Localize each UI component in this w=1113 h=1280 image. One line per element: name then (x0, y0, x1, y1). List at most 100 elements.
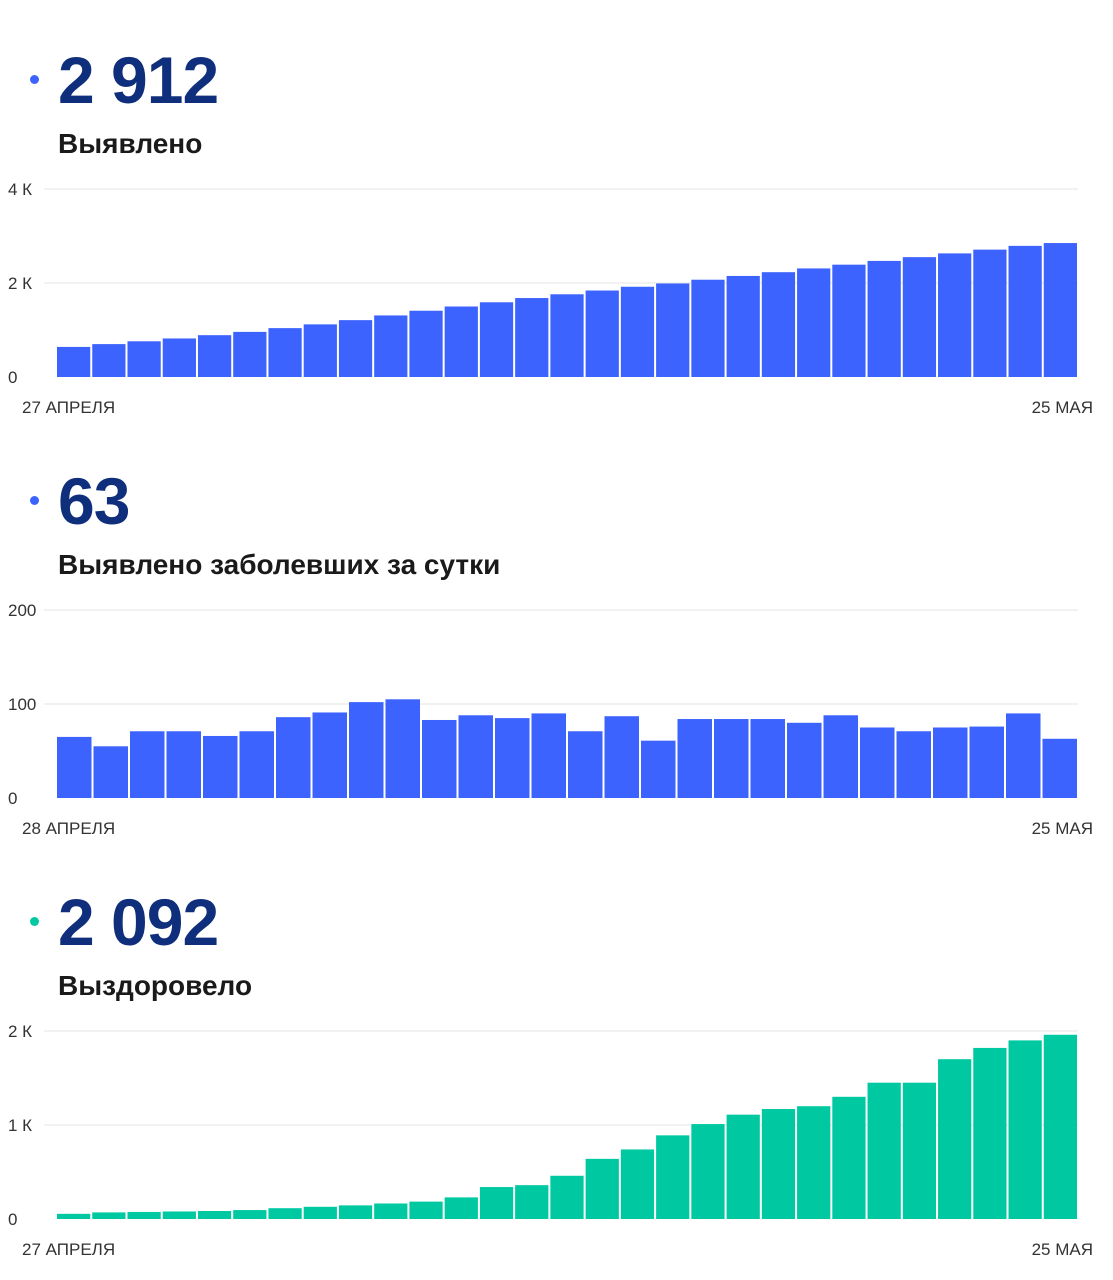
bar-chart: 0 1 К 2 К 27 АПРЕЛЯ 25 МАЯ (8, 1022, 1093, 1259)
y-tick-label: 200 (8, 601, 36, 620)
bar-chart: 0 100 200 28 АПРЕЛЯ 25 МАЯ (8, 601, 1093, 838)
bar (973, 1047, 1007, 1219)
bar (57, 1213, 91, 1219)
bar (515, 1185, 549, 1219)
bar (797, 268, 831, 377)
bar (832, 264, 866, 377)
bar (1042, 738, 1077, 798)
bar (233, 1210, 267, 1219)
headline-number: 2 912 (58, 43, 219, 117)
chart-title: Выявлено заболевших за сутки (58, 549, 501, 580)
bar (726, 1114, 760, 1219)
y-tick-label: 2 К (8, 1022, 32, 1041)
bar (303, 324, 337, 377)
chart-recovered-total: 2 092 Выздоровело 0 1 К 2 К 27 АПРЕЛЯ 25 МАЯ (0, 842, 1113, 1267)
bar (197, 1211, 232, 1219)
x-end-label: 25 МАЯ (1032, 819, 1093, 838)
bar (656, 283, 690, 377)
bar (422, 719, 457, 798)
bar (444, 1197, 478, 1219)
chart-daily-new: 63 Выявлено заболевших за сутки 0 100 200 2… (0, 421, 1113, 846)
chart-title: Выявлено (58, 128, 203, 159)
bar (162, 338, 196, 377)
series-dot (30, 75, 39, 84)
bar (585, 1158, 619, 1219)
bar (860, 727, 895, 798)
bar (691, 279, 725, 377)
bar (726, 275, 760, 377)
bar (130, 731, 165, 798)
bar (761, 1109, 796, 1219)
series-dot (30, 917, 39, 926)
y-tick-label: 0 (8, 1210, 17, 1229)
bar (641, 740, 676, 798)
series-dot (30, 496, 39, 505)
bar (620, 1149, 655, 1219)
bar (92, 1212, 126, 1219)
bar (896, 731, 931, 798)
bar (787, 722, 822, 798)
bar (938, 1059, 972, 1219)
bar (550, 294, 584, 377)
bar (197, 335, 232, 377)
bar (239, 731, 274, 798)
bar (57, 736, 92, 798)
bar (867, 1082, 901, 1219)
bar (374, 1203, 408, 1219)
bar (338, 320, 373, 377)
bar (92, 344, 126, 377)
chart-title: Выздоровело (58, 970, 253, 1001)
y-tick-label: 0 (8, 368, 17, 387)
bar (797, 1106, 831, 1219)
bar (867, 260, 901, 377)
x-end-label: 25 МАЯ (1032, 398, 1093, 417)
bar (568, 731, 603, 798)
bar (349, 702, 384, 798)
bar (162, 1211, 196, 1219)
bar (620, 286, 655, 377)
bar (531, 713, 566, 798)
x-start-label: 28 АПРЕЛЯ (22, 819, 115, 838)
bar (714, 719, 749, 798)
bar-chart: 0 2 К 4 К 27 АПРЕЛЯ 25 МАЯ (8, 180, 1093, 417)
bar (57, 346, 91, 377)
bar (1043, 243, 1077, 377)
bar (338, 1205, 373, 1219)
bar (479, 302, 514, 377)
bar (303, 1206, 337, 1219)
bar (1008, 245, 1042, 377)
bar (902, 257, 937, 377)
bar (385, 699, 420, 798)
bar (691, 1124, 725, 1219)
bar (268, 328, 302, 377)
bar (677, 719, 712, 798)
bar (902, 1082, 937, 1219)
bar (604, 716, 639, 798)
bar (973, 249, 1007, 377)
bar (656, 1135, 690, 1219)
headline-number: 63 (58, 464, 130, 538)
bar (203, 735, 238, 798)
bar (832, 1096, 866, 1219)
chart-identified-total: 2 912 Выявлено 0 2 К 4 К 27 АПРЕЛЯ 25 МАЯ (0, 0, 1113, 425)
bar (1008, 1040, 1042, 1219)
bar (127, 341, 161, 377)
y-tick-label: 2 К (8, 274, 32, 293)
y-tick-label: 0 (8, 789, 17, 808)
bar (444, 306, 478, 377)
bar (409, 310, 443, 377)
bar (933, 727, 968, 798)
bar (1006, 713, 1041, 798)
bar (93, 746, 128, 798)
y-tick-label: 100 (8, 695, 36, 714)
bar (268, 1208, 302, 1219)
bar (823, 715, 858, 798)
bar (479, 1187, 514, 1219)
bar (233, 331, 267, 377)
x-end-label: 25 МАЯ (1032, 1240, 1093, 1259)
bar (276, 717, 311, 798)
bar (969, 726, 1004, 798)
bar (550, 1175, 584, 1219)
bar (761, 272, 796, 377)
bar (409, 1201, 443, 1219)
